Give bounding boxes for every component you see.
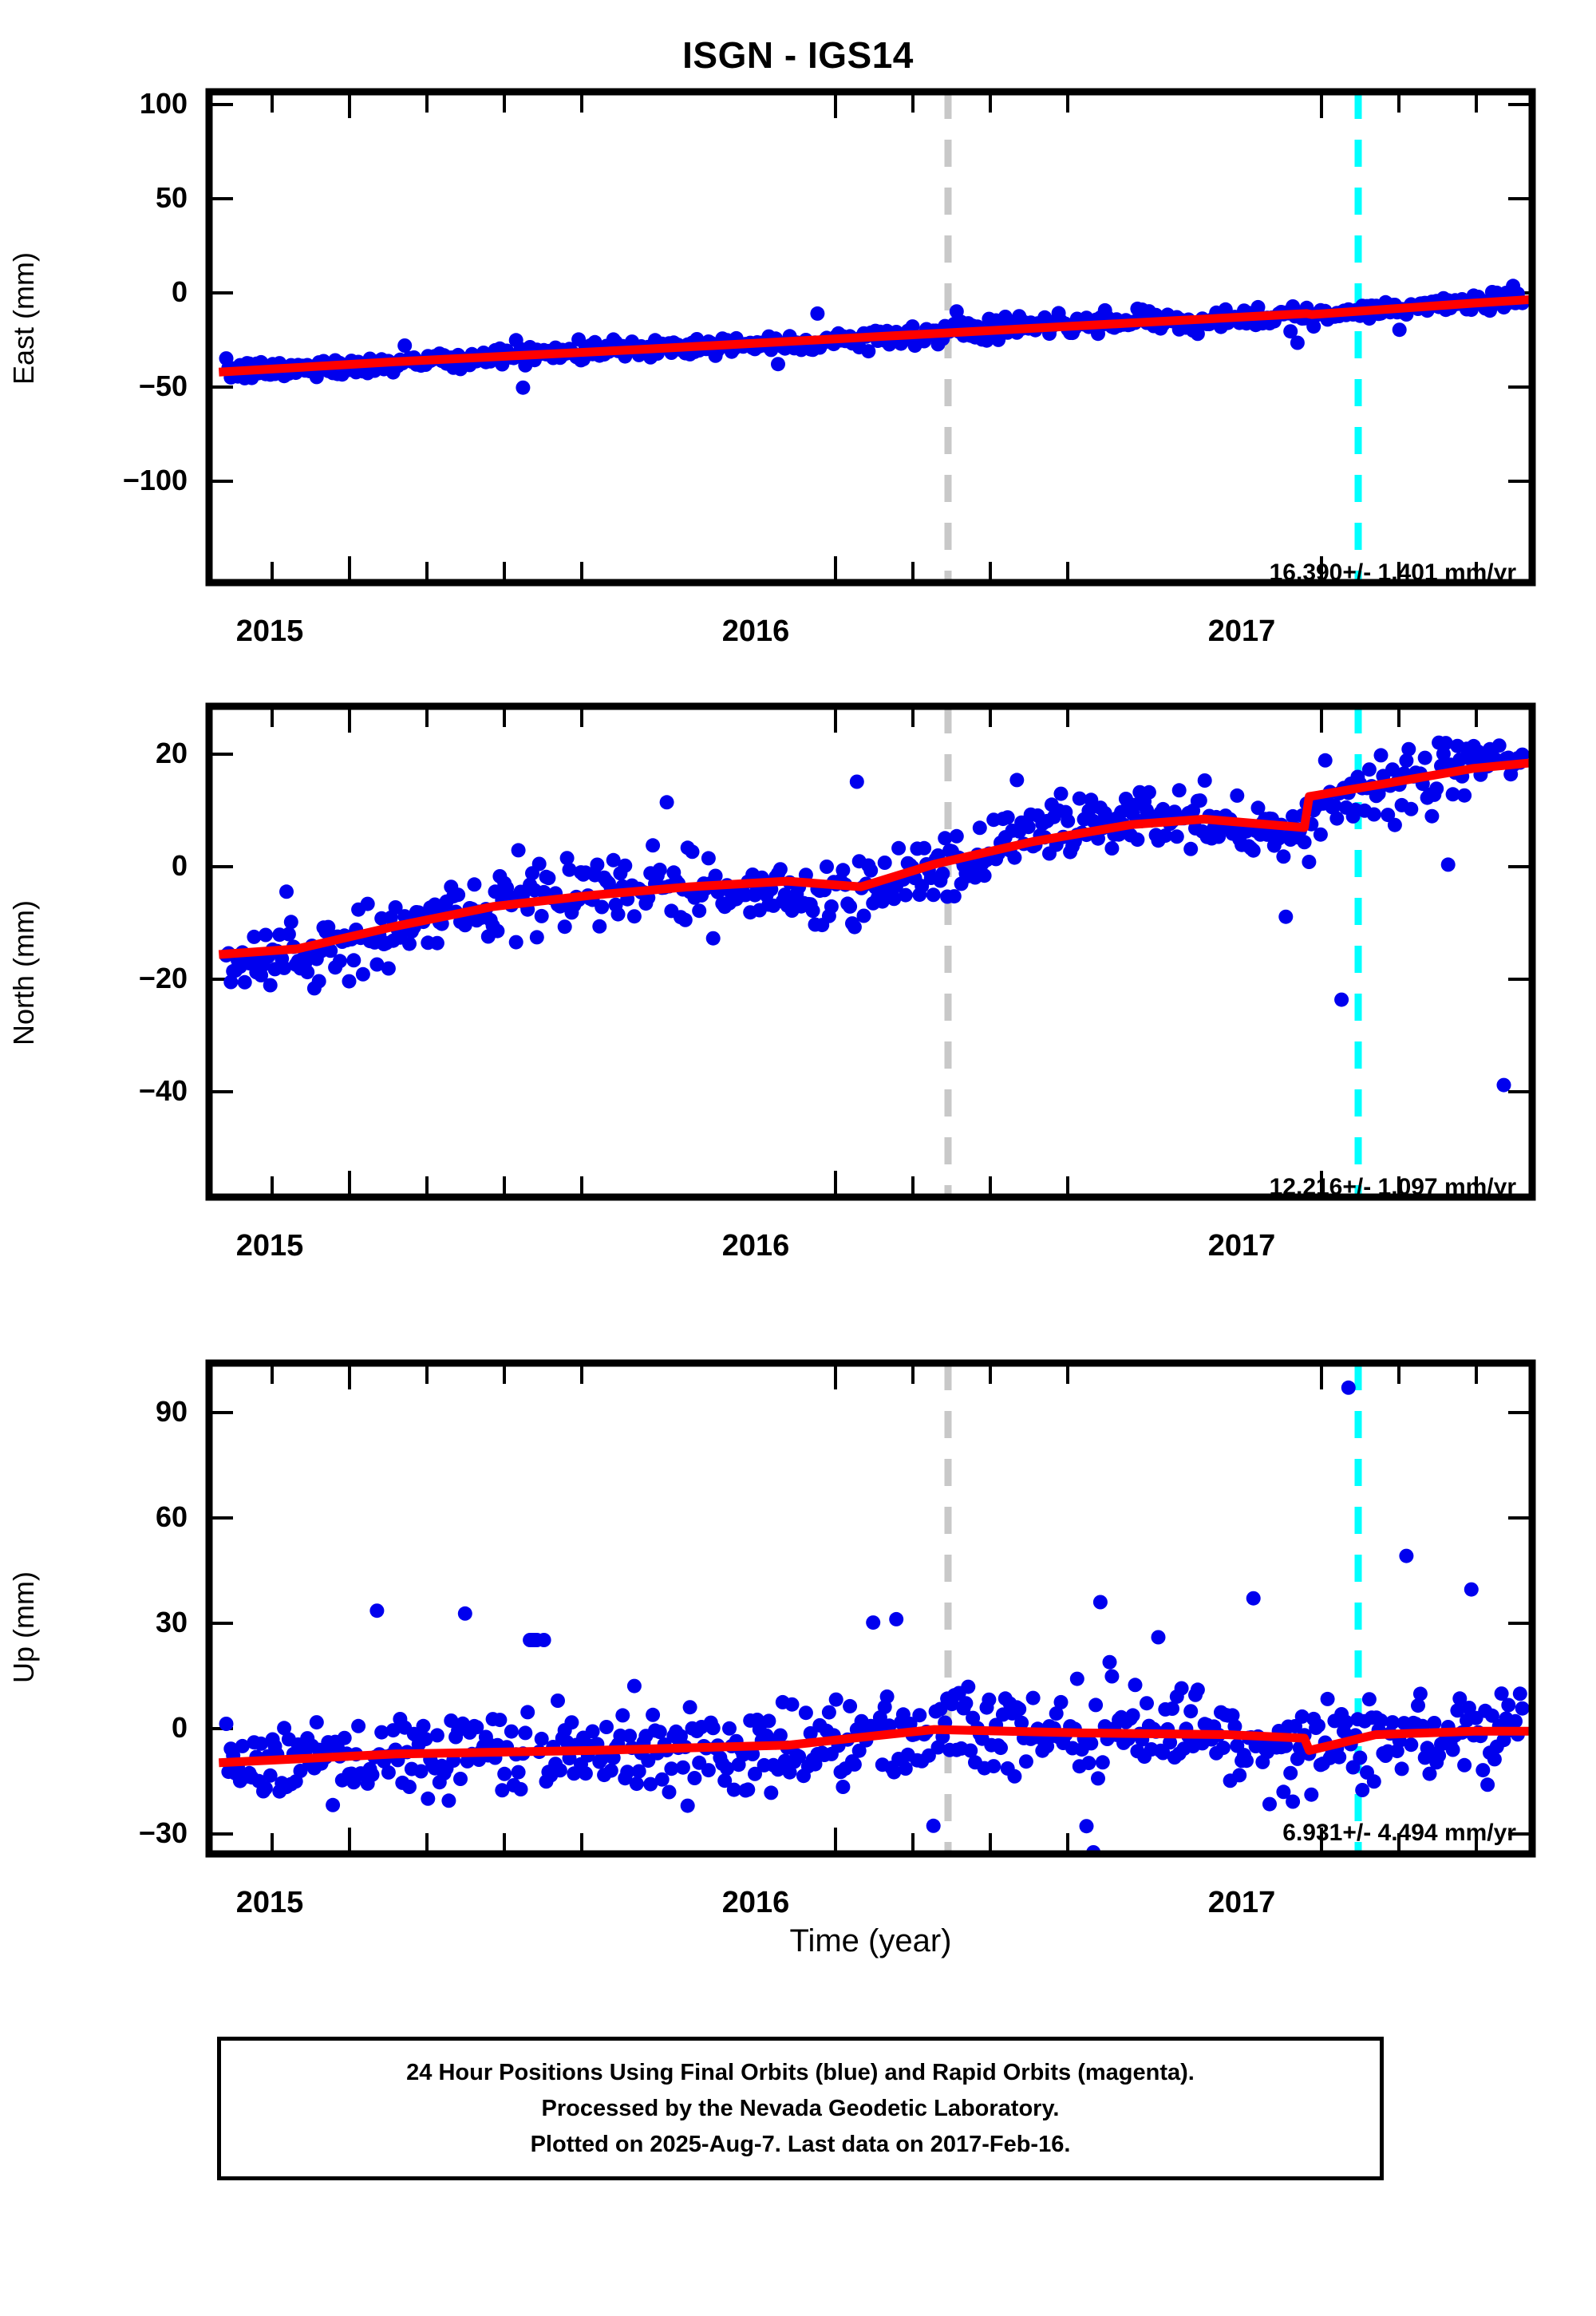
ytick-east-3: −50 — [138, 370, 188, 402]
rate-annotation-north: 12.216+/- 1.097 mm/yr — [1269, 1174, 1516, 1200]
footer-line-3: Plotted on 2025-Aug-7. Last data on 2017… — [530, 2132, 1071, 2157]
axis-label-up: Up (mm) — [7, 1571, 40, 1683]
xaxis-title: Time (year) — [789, 1923, 952, 1958]
xtick-up-2016: 2016 — [721, 1886, 790, 1919]
ytick-up-0: 90 — [155, 1395, 188, 1428]
footer-line-2: Processed by the Nevada Geodetic Laborat… — [541, 2096, 1060, 2121]
xtick-north-2015: 2015 — [235, 1229, 304, 1263]
xtick-up-2015: 2015 — [235, 1886, 304, 1919]
xtick-up-2017: 2017 — [1207, 1886, 1276, 1919]
ytick-east-4: −100 — [122, 464, 188, 496]
ytick-east-1: 50 — [155, 181, 188, 214]
footer-caption-box: 24 Hour Positions Using Final Orbits (bl… — [217, 2037, 1384, 2180]
xtick-north-2016: 2016 — [721, 1229, 790, 1263]
ytick-up-1: 60 — [155, 1500, 188, 1533]
plot-up — [205, 1359, 1536, 1858]
ytick-east-2: 0 — [171, 275, 188, 308]
xtick-east-2015: 2015 — [235, 615, 304, 648]
axis-label-north: North (mm) — [7, 900, 40, 1045]
rate-annotation-up: 6.931+/- 4.494 mm/yr — [1282, 1820, 1516, 1846]
ytick-north-0: 20 — [155, 737, 188, 769]
xtick-east-2016: 2016 — [721, 615, 790, 648]
ytick-north-2: −20 — [138, 962, 188, 994]
page-title: ISGN - IGS14 — [682, 34, 914, 76]
ytick-up-4: −30 — [138, 1816, 188, 1849]
panel-north: North (mm) — [0, 654, 1596, 1309]
ytick-east-0: 100 — [139, 87, 188, 120]
rate-annotation-east: 16.390+/- 1.401 mm/yr — [1269, 559, 1516, 586]
xtick-north-2017: 2017 — [1207, 1229, 1276, 1263]
panel-up: Up (mm) — [0, 1309, 1596, 1979]
footer-line-1: 24 Hour Positions Using Final Orbits (bl… — [406, 2060, 1195, 2085]
xtick-east-2017: 2017 — [1207, 615, 1276, 648]
ytick-north-3: −40 — [138, 1074, 188, 1107]
ytick-north-1: 0 — [171, 849, 188, 882]
plot-east — [205, 88, 1536, 587]
plot-north — [205, 702, 1536, 1201]
axis-label-east: East (mm) — [7, 252, 40, 385]
ytick-up-3: 0 — [171, 1711, 188, 1744]
ytick-up-2: 30 — [155, 1606, 188, 1638]
panel-east: East (mm) — [0, 0, 1596, 654]
